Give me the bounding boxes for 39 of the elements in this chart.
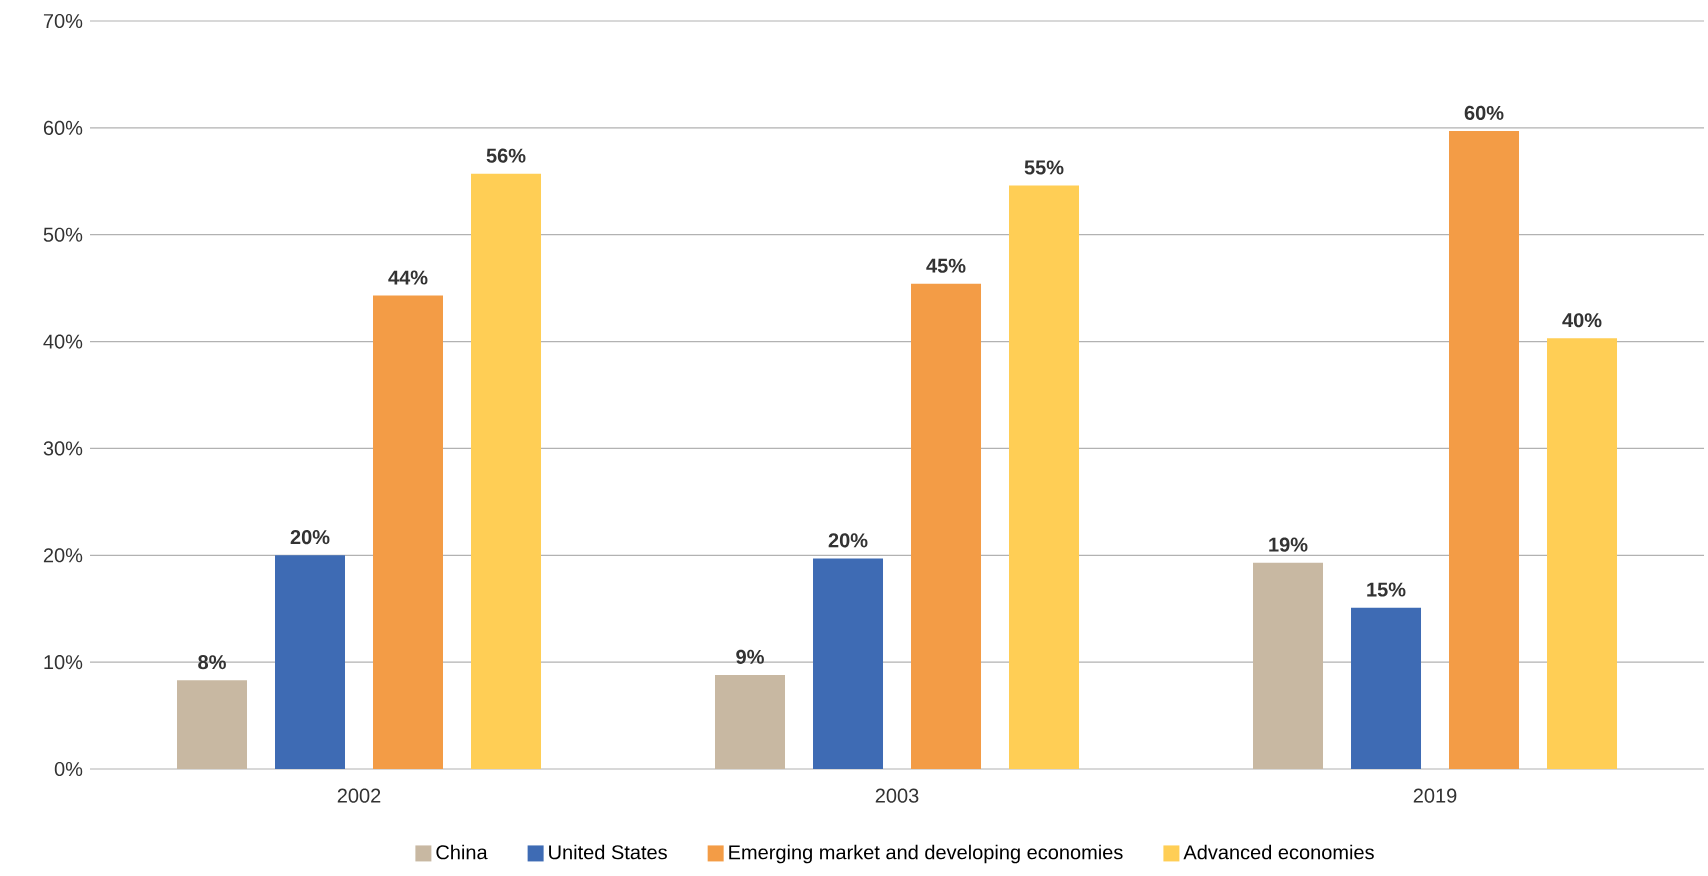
y-tick-label: 0% [54,761,83,777]
data-label: 40% [1562,313,1602,328]
data-label: 15% [1367,582,1406,597]
legend-label: United States [549,844,667,860]
bar [1547,338,1618,769]
data-label: 45% [926,258,966,273]
bar [177,680,247,769]
data-label: 20% [290,530,330,545]
x-tick-label: 2002 [337,788,381,803]
data-label: 44% [388,270,428,285]
bar [1009,185,1080,769]
y-tick-label: 70% [43,13,83,29]
x-tick-label: 2019 [1413,788,1457,803]
y-tick-label: 30% [43,441,83,456]
y-tick-label: 60% [43,120,83,135]
y-tick-label: 40% [43,334,83,349]
bar [1253,562,1324,769]
data-label: 20% [828,533,868,548]
bar [1351,607,1422,769]
bar [911,283,982,769]
data-label: 56% [486,148,526,163]
bar [813,558,884,769]
bar [1449,131,1520,769]
data-label: 60% [1464,105,1504,120]
bar [373,295,443,769]
x-tick-label: 2003 [875,788,919,803]
data-label: 55% [1024,160,1064,175]
y-tick-label: 10% [44,655,83,670]
data-label: 19% [1269,537,1308,552]
legend-label: Emerging market and developing economies [729,844,1123,864]
bar [715,674,786,769]
data-label: 8% [198,655,226,670]
legend-label: Advanced economies [1183,844,1374,860]
y-tick-label: 20% [43,548,83,563]
y-tick-label: 50% [43,227,83,242]
bar [275,555,345,769]
legend-label: China [436,844,488,860]
bar [471,173,542,769]
data-label: 9% [736,649,764,664]
